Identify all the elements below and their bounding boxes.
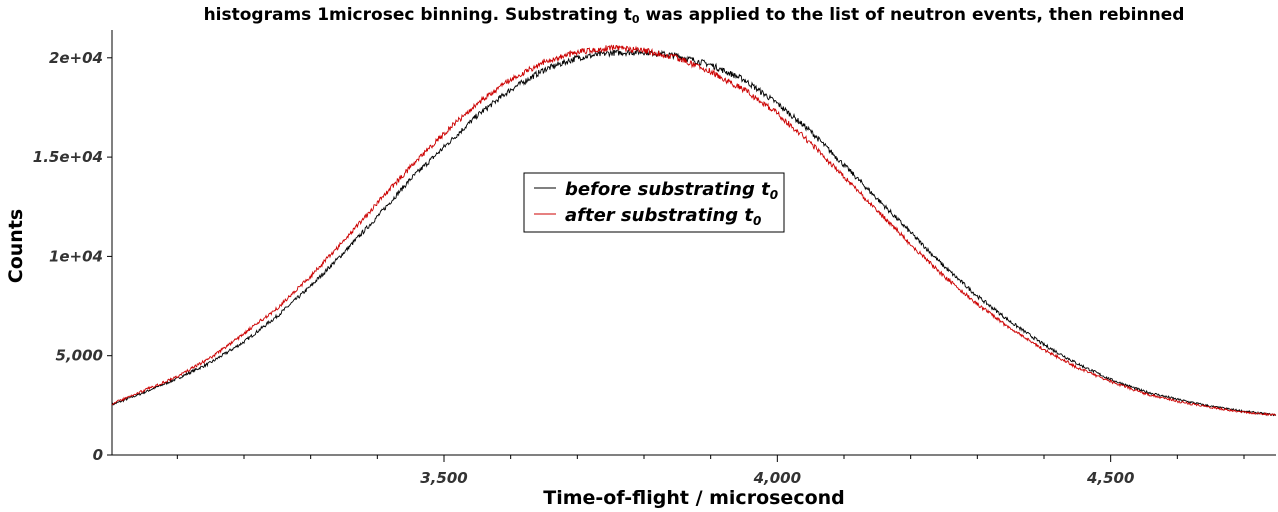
- y-tick-label: 5,000: [56, 347, 103, 365]
- y-tick-label: 0: [93, 446, 103, 464]
- legend-box: [523, 172, 785, 233]
- x-tick-label: 3,500: [420, 469, 467, 487]
- series-line-before: [111, 48, 1277, 417]
- chart-title-main: histograms 1microsec binning. Substratin…: [204, 5, 632, 25]
- chart-title-subscript: 0: [632, 13, 640, 26]
- legend-label-before-subscript: 0: [770, 188, 778, 202]
- legend-label-after-subscript: 0: [753, 214, 761, 228]
- series-line-after: [111, 44, 1277, 417]
- y-axis-label: Counts: [5, 209, 27, 283]
- legend-label-before: before substrating t0: [565, 179, 778, 202]
- chart-title: histograms 1microsec binning. Substratin…: [204, 5, 1185, 26]
- x-axis-label: Time-of-flight / microsecond: [543, 487, 845, 509]
- y-tick-label: 1.5e+04: [33, 148, 103, 166]
- y-tick-label: 1e+04: [49, 247, 103, 265]
- x-tick-label: 4,000: [753, 469, 801, 487]
- legend: before substrating t0 after substrating …: [523, 172, 785, 233]
- legend-label-before-main: before substrating t: [565, 179, 771, 200]
- x-tick-label: 4,500: [1086, 469, 1134, 487]
- y-tick-label: 2e+04: [49, 49, 103, 67]
- legend-label-after-main: after substrating t: [565, 205, 754, 226]
- legend-label-after: after substrating t0: [565, 205, 761, 228]
- plot-area: 3,500 4,000 4,500 0 5,000 1e+04 1.5e+04 2e+04: [33, 30, 1277, 487]
- chart-title-rest: was applied to the list of neutron event…: [640, 5, 1185, 25]
